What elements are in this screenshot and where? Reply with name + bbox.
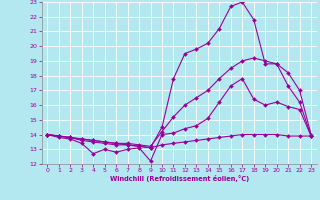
X-axis label: Windchill (Refroidissement éolien,°C): Windchill (Refroidissement éolien,°C): [109, 175, 249, 182]
